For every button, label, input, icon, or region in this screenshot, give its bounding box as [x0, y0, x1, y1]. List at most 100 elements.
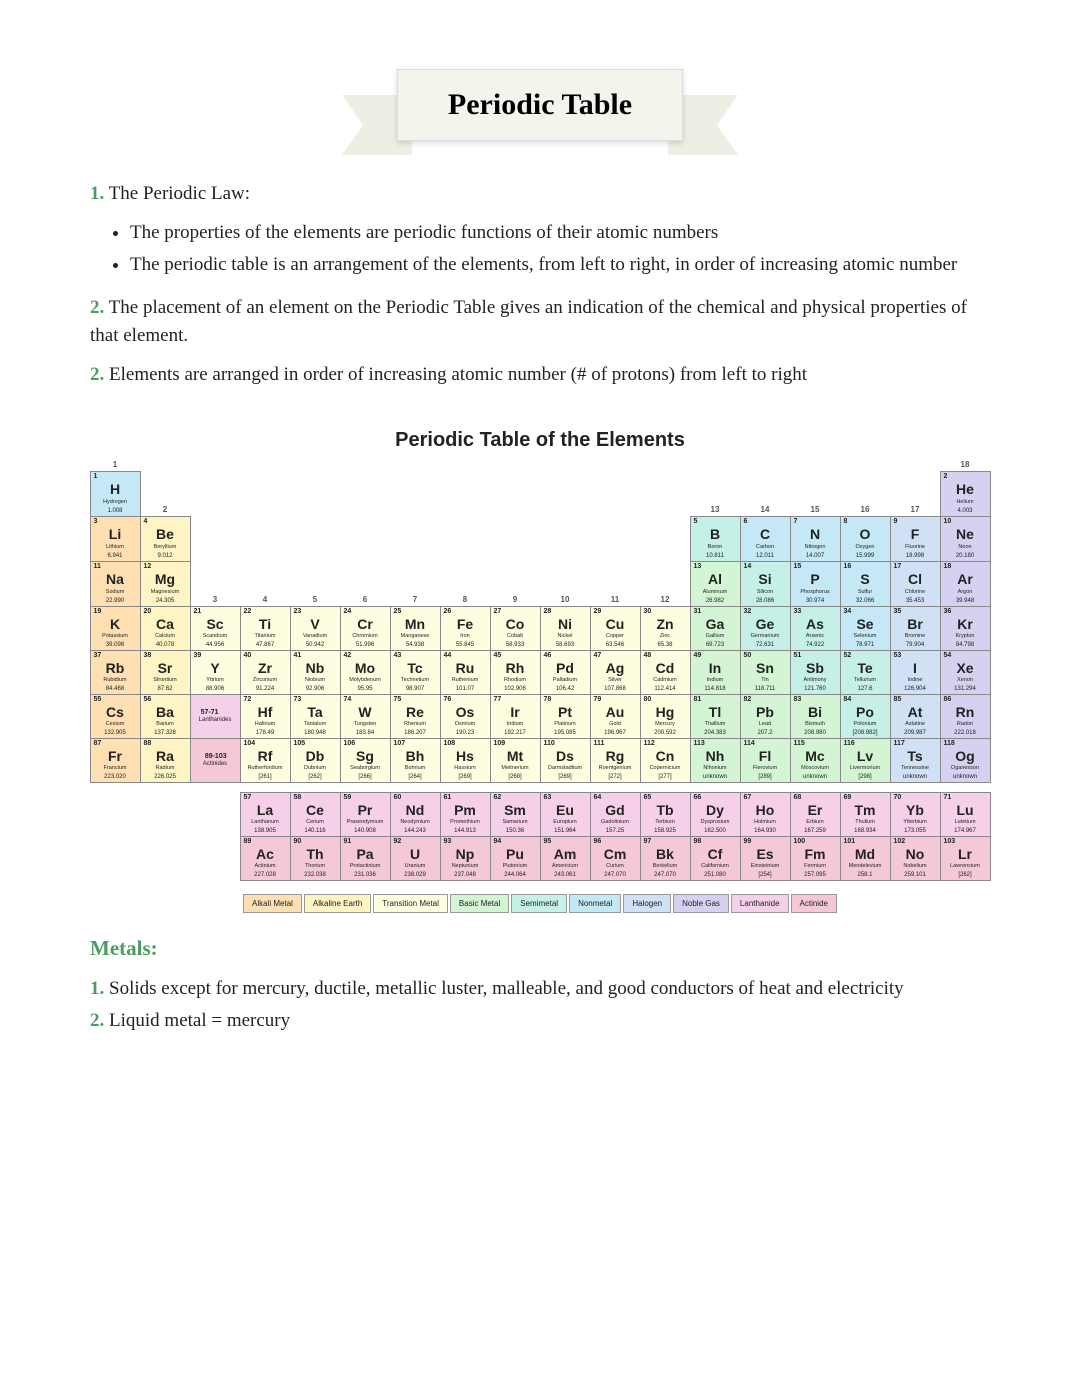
group-number — [640, 458, 690, 471]
element-Se: 34SeSelenium78.971 — [840, 606, 891, 651]
page-title: Periodic Table — [397, 69, 683, 141]
group-number: 2 — [140, 471, 190, 516]
element-Sg: 106SgSeaborgium[266] — [340, 738, 391, 783]
legend-nonmetal: Nonmetal — [569, 894, 621, 913]
group-number: 17 — [890, 471, 940, 516]
element-Pt: 78PtPlatinum195.085 — [540, 694, 591, 739]
empty-cell — [290, 471, 340, 516]
element-Lv: 116LvLivermorium[298] — [840, 738, 891, 783]
metals-2-text: Liquid metal = mercury — [104, 1010, 290, 1031]
element-Sc: 21ScScandium44.956 — [190, 606, 241, 651]
metals-1: 1. Solids except for mercury, ductile, m… — [90, 975, 990, 1004]
group-number — [740, 458, 790, 471]
element-P: 15PPhosphorus30.974 — [790, 561, 841, 607]
element-N: 7NNitrogen14.007 — [790, 516, 841, 562]
element-Rh: 45RhRhodium102.906 — [490, 650, 541, 695]
group-number: 5 — [290, 561, 340, 606]
element-Mg: 12MgMagnesium24.305 — [140, 561, 191, 607]
empty-cell — [540, 516, 590, 561]
element-Sb: 51SbAntimony121.760 — [790, 650, 841, 695]
element-Tb: 65TbTerbium158.925 — [640, 792, 691, 837]
element-Er: 68ErErbium167.259 — [790, 792, 841, 837]
element-Sm: 62SmSamarium150.36 — [490, 792, 541, 837]
element-Db: 105DbDubnium[262] — [290, 738, 341, 783]
legend-alkali-metal: Alkali Metal — [243, 894, 302, 913]
element-Fr: 87FrFrancium223.020 — [90, 738, 141, 783]
legend-transition-metal: Transition Metal — [373, 894, 448, 913]
element-Mt: 109MtMeitnerium[268] — [490, 738, 541, 783]
group-number — [840, 458, 890, 471]
element-Pm: 61PmPromethium144.913 — [440, 792, 491, 837]
element-Tl: 81TlThallium204.383 — [690, 694, 741, 739]
element-Ds: 110DsDarmstadtium[269] — [540, 738, 591, 783]
element-Pa: 91PaProtactinium231.036 — [340, 836, 391, 881]
element-Ti: 22TiTitanium47.867 — [240, 606, 291, 651]
element-H: 1HHydrogen1.008 — [90, 471, 141, 517]
group-number: 4 — [240, 561, 290, 606]
legend-actinide: Actinide — [791, 894, 837, 913]
section-2-num: 2. — [90, 297, 104, 318]
element-Al: 13AlAluminum26.982 — [690, 561, 741, 607]
element-Es: 99EsEinsteinium[254] — [740, 836, 791, 881]
group-number: 3 — [190, 561, 240, 606]
element-Mc: 115McMoscoviumunknown — [790, 738, 841, 783]
element-V: 23VVanadium50.942 — [290, 606, 341, 651]
element-At: 85AtAstatine209.987 — [890, 694, 941, 739]
bullet-1: The properties of the elements are perio… — [130, 219, 990, 248]
element-Nd: 60NdNeodymium144.243 — [390, 792, 441, 837]
element-Xe: 54XeXenon131.294 — [940, 650, 991, 695]
group-number: 16 — [840, 471, 890, 516]
group-number — [340, 458, 390, 471]
empty-cell — [590, 471, 640, 516]
pt-title: Periodic Table of the Elements — [90, 429, 990, 452]
element-W: 74WTungsten183.84 — [340, 694, 391, 739]
element-Pd: 46PdPalladium106.42 — [540, 650, 591, 695]
element-Mn: 25MnManganese54.938 — [390, 606, 441, 651]
element-Ac: 89AcActinium227.028 — [240, 836, 291, 881]
element-Gd: 64GdGadolinium157.25 — [590, 792, 641, 837]
f-block-pad — [90, 836, 240, 880]
element-Ho: 67HoHolmium164.930 — [740, 792, 791, 837]
bullet-2: The periodic table is an arrangement of … — [130, 251, 990, 280]
section-3-text: Elements are arranged in order of increa… — [104, 364, 807, 385]
element-Sn: 50SnTin118.711 — [740, 650, 791, 695]
section-1-label: The Periodic Law: — [104, 183, 250, 204]
element-Au: 79AuGold196.967 — [590, 694, 641, 739]
group-number: 7 — [390, 561, 440, 606]
element-Lr: 103LrLawrencium[262] — [940, 836, 991, 881]
element-O: 8OOxygen15.999 — [840, 516, 891, 562]
legend-halogen: Halogen — [623, 894, 671, 913]
group-number — [240, 458, 290, 471]
element-S: 16SSulfur32.066 — [840, 561, 891, 607]
empty-cell — [340, 471, 390, 516]
element-Co: 27CoCobalt58.933 — [490, 606, 541, 651]
title-banner: Periodic Table — [90, 60, 990, 150]
metals-1-num: 1. — [90, 978, 104, 999]
element-Tc: 43TcTechnetium98.907 — [390, 650, 441, 695]
element-Np: 93NpNeptunium237.048 — [440, 836, 491, 881]
group-number — [140, 458, 190, 471]
element-Rg: 111RgRoentgenium[272] — [590, 738, 641, 783]
empty-cell — [240, 516, 290, 561]
element-Fe: 26FeIron55.845 — [440, 606, 491, 651]
element-Pr: 59PrPraseodymium140.908 — [340, 792, 391, 837]
metals-1-text: Solids except for mercury, ductile, meta… — [104, 978, 903, 999]
element-Hs: 108HsHassium[269] — [440, 738, 491, 783]
legend-alkaline-earth: Alkaline Earth — [304, 894, 371, 913]
element-Tm: 69TmThulium168.934 — [840, 792, 891, 837]
group-number — [890, 458, 940, 471]
element-In: 49InIndium114.818 — [690, 650, 741, 695]
element-Kr: 36KrKrypton84.798 — [940, 606, 991, 651]
group-number: 12 — [640, 561, 690, 606]
element-Li: 3LiLithium6.941 — [90, 516, 141, 562]
element-K: 19KPotassium39.098 — [90, 606, 141, 651]
group-number — [540, 458, 590, 471]
element-C: 6CCarbon12.011 — [740, 516, 791, 562]
element-Dy: 66DyDysprosium162.500 — [690, 792, 741, 837]
element-No: 102NoNobelium259.101 — [890, 836, 941, 881]
legend-semimetal: Semimetal — [511, 894, 567, 913]
group-number: 11 — [590, 561, 640, 606]
group-number — [390, 458, 440, 471]
element-F: 9FFluorine18.998 — [890, 516, 941, 562]
section-2-text: The placement of an element on the Perio… — [90, 297, 967, 347]
